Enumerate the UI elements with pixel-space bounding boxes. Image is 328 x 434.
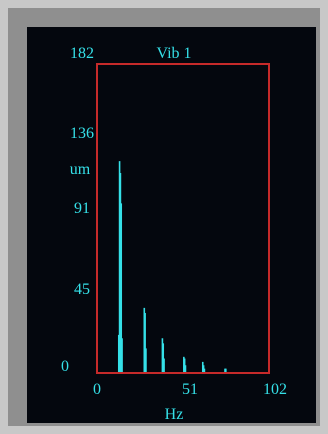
y-tick-label: 136 [70, 125, 94, 142]
spectrum-bars [117, 161, 227, 372]
vibration-spectrum-chart: Vib 1 um Hz 182 136 91 45 0 0 51 102 [27, 27, 316, 423]
x-tick-label: 0 [93, 381, 101, 398]
y-tick-label: 0 [61, 358, 69, 375]
y-tick-label: 45 [74, 281, 90, 298]
x-axis-label: Hz [165, 406, 184, 423]
plot-frame [96, 63, 270, 374]
x-tick-label: 51 [182, 381, 198, 398]
spectrum-plot: Vib 1 um Hz 182 136 91 45 0 0 51 102 [61, 45, 287, 423]
y-tick-label: 91 [74, 200, 90, 217]
chart-title: Vib 1 [156, 45, 191, 62]
monitor-bezel: Vib 1 um Hz 182 136 91 45 0 0 51 102 [8, 8, 320, 426]
y-axis-label: um [70, 161, 91, 178]
x-tick-label: 102 [263, 381, 287, 398]
y-tick-label: 182 [70, 45, 94, 62]
